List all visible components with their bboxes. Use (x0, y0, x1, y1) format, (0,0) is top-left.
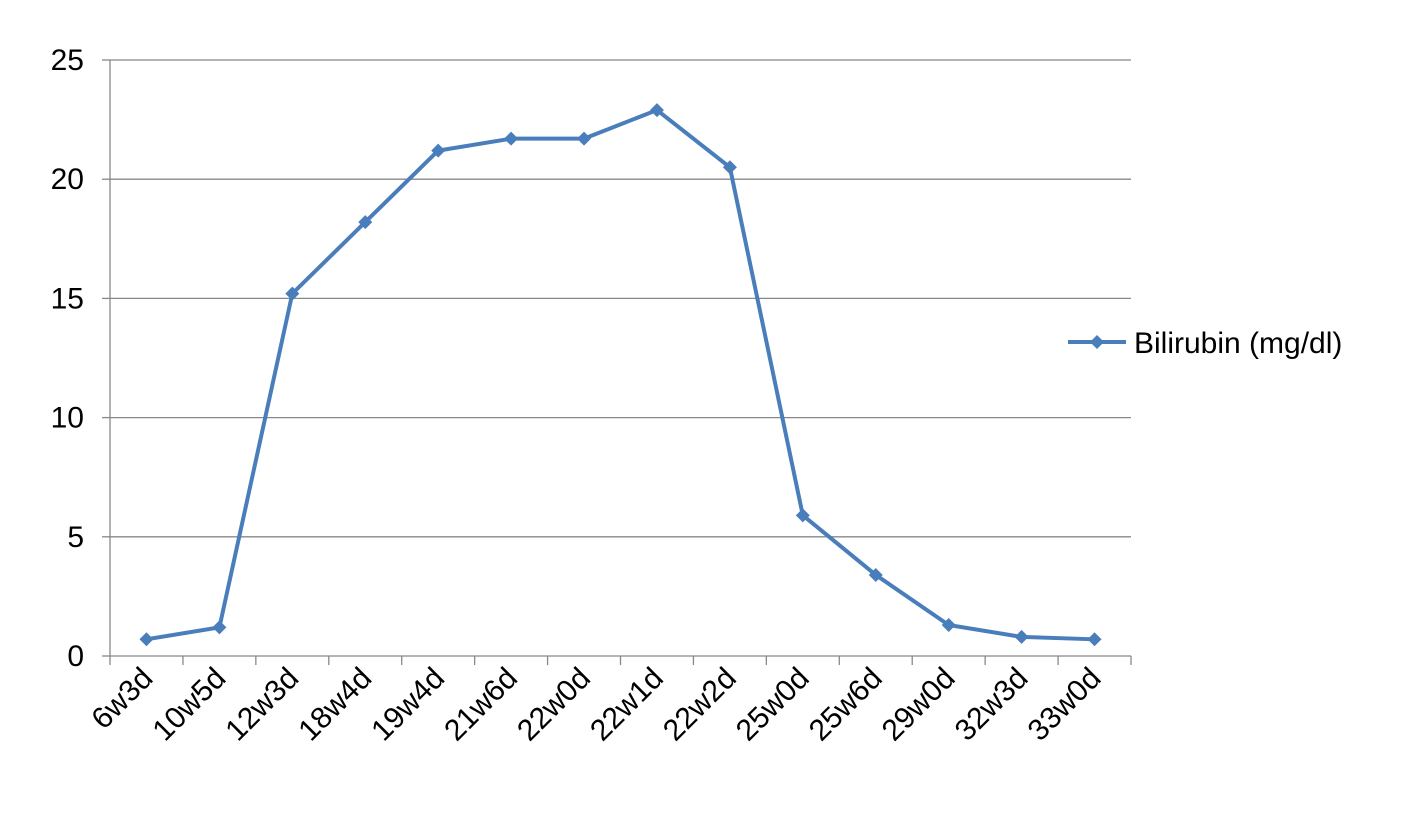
data-point-marker (941, 618, 956, 633)
y-tick-label: 15 (51, 282, 84, 315)
y-tick-label: 0 (67, 640, 84, 673)
y-tick-label: 20 (51, 163, 84, 196)
x-tick-label: 21w6d (438, 662, 524, 748)
x-tick-label: 29w0d (876, 662, 962, 748)
data-point-marker (722, 160, 737, 175)
data-point-marker (212, 620, 227, 635)
data-point-marker (649, 103, 664, 118)
data-point-marker (358, 215, 373, 230)
data-point-marker (431, 143, 446, 158)
data-point-marker (139, 632, 154, 647)
x-tick-label: 22w0d (511, 662, 597, 748)
x-tick-label: 32w3d (949, 662, 1035, 748)
data-point-marker (868, 567, 883, 582)
x-tick-label: 19w4d (365, 662, 451, 748)
data-point-marker (1087, 632, 1102, 647)
x-tick-label: 12w3d (219, 662, 305, 748)
axes (102, 59, 1132, 665)
series-line (146, 108, 1095, 642)
y-tick-label: 5 (67, 521, 84, 554)
legend: Bilirubin (mg/dl) (1068, 327, 1342, 360)
data-point-marker (504, 131, 519, 146)
x-tick-label: 22w1d (584, 662, 670, 748)
x-tick-labels: 6w3d10w5d12w3d18w4d19w4d21w6d22w0d22w1d2… (85, 662, 1107, 748)
x-tick-label: 25w0d (730, 662, 816, 748)
legend-label: Bilirubin (mg/dl) (1134, 327, 1342, 360)
data-point-marker (285, 286, 300, 301)
x-tick-label: 22w2d (657, 662, 743, 748)
series (139, 103, 1102, 647)
legend-marker (1090, 335, 1104, 349)
y-tick-label: 10 (51, 402, 84, 435)
data-point-marker (795, 508, 810, 523)
x-tick-label: 33w0d (1022, 662, 1108, 748)
grid-lines (110, 59, 1131, 538)
x-tick-label: 25w6d (803, 662, 889, 748)
data-point-marker (1014, 629, 1029, 644)
y-tick-labels: 0 5 10 15 20 25 (51, 44, 84, 673)
y-tick-label: 25 (51, 44, 84, 77)
x-tick-label: 10w5d (146, 662, 232, 748)
data-point-marker (577, 131, 592, 146)
x-tick-label: 18w4d (292, 662, 378, 748)
